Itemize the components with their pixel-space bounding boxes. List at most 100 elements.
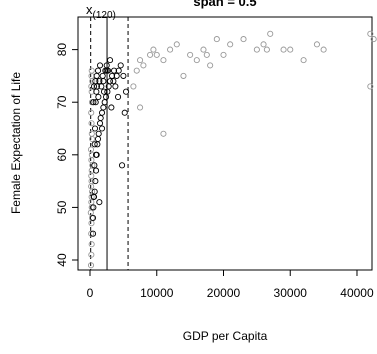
point xyxy=(300,57,307,64)
point xyxy=(207,62,214,69)
point xyxy=(153,51,160,58)
point xyxy=(367,83,374,90)
point xyxy=(130,83,137,90)
annotation-text: x xyxy=(86,2,93,17)
point xyxy=(88,109,95,116)
point xyxy=(137,57,144,64)
point xyxy=(137,104,144,111)
point xyxy=(99,72,106,79)
point xyxy=(88,172,95,179)
point xyxy=(97,114,104,122)
point xyxy=(112,83,119,90)
point xyxy=(88,230,95,237)
point xyxy=(93,83,101,90)
plot-box xyxy=(77,16,373,271)
y-tick-label: 80 xyxy=(55,43,69,57)
point xyxy=(140,62,147,69)
point xyxy=(89,214,97,221)
point xyxy=(320,46,327,53)
point xyxy=(113,72,120,79)
point xyxy=(94,135,102,143)
x-axis-label: GDP per Capita xyxy=(183,329,268,343)
point xyxy=(213,36,220,43)
point xyxy=(180,72,187,79)
y-tick-label: 70 xyxy=(55,95,69,109)
point xyxy=(147,51,154,58)
chart-title: span = 0.5 xyxy=(193,0,256,9)
point xyxy=(98,125,106,132)
point xyxy=(367,30,374,37)
point xyxy=(96,62,104,69)
point xyxy=(263,46,270,53)
annotation: x(120) xyxy=(86,2,116,21)
point xyxy=(91,162,98,169)
y-tick-label: 60 xyxy=(55,148,69,162)
x-tick-label: 20000 xyxy=(207,286,241,300)
point xyxy=(253,46,260,53)
point xyxy=(91,141,98,148)
point xyxy=(98,83,105,90)
point xyxy=(117,62,124,69)
point xyxy=(95,130,102,137)
x-tick-label: 40000 xyxy=(340,286,374,300)
y-axis-label: Female Expectation of Life xyxy=(9,72,23,214)
point xyxy=(260,41,267,48)
point xyxy=(88,199,95,206)
point xyxy=(106,78,114,85)
point xyxy=(88,130,95,137)
point xyxy=(91,125,99,132)
point xyxy=(200,46,207,53)
point xyxy=(87,262,95,269)
y-tick-label: 50 xyxy=(55,200,69,214)
y-tick-label: 40 xyxy=(55,253,69,267)
point xyxy=(88,251,95,258)
point xyxy=(95,93,102,101)
point xyxy=(102,93,110,101)
point xyxy=(108,104,115,111)
point xyxy=(88,67,95,74)
point xyxy=(118,162,126,169)
point xyxy=(90,193,97,200)
point xyxy=(287,46,294,53)
x-tick-label: 30000 xyxy=(274,286,308,300)
point xyxy=(370,36,377,43)
point xyxy=(160,130,167,137)
point xyxy=(150,46,157,53)
point xyxy=(87,146,95,153)
point xyxy=(100,88,108,95)
x-tick-label: 10000 xyxy=(140,286,174,300)
point xyxy=(110,78,117,85)
point xyxy=(92,178,99,185)
point xyxy=(103,67,110,74)
point xyxy=(98,109,106,116)
point xyxy=(115,67,122,74)
point xyxy=(101,99,108,106)
point xyxy=(167,46,174,53)
point xyxy=(227,41,234,48)
point xyxy=(100,104,107,111)
point xyxy=(173,41,180,48)
point xyxy=(106,57,114,64)
point xyxy=(93,72,100,79)
point xyxy=(203,51,210,58)
annotation-subscript: (120) xyxy=(93,10,116,21)
point xyxy=(110,67,118,74)
point xyxy=(90,204,97,211)
point xyxy=(92,99,99,106)
point xyxy=(90,99,97,106)
point xyxy=(187,51,194,58)
point xyxy=(88,120,95,127)
point xyxy=(100,78,107,85)
point xyxy=(114,93,122,101)
point xyxy=(133,67,140,74)
point xyxy=(313,41,320,48)
x-tick-label: 0 xyxy=(87,286,94,300)
point xyxy=(92,151,100,158)
point xyxy=(94,67,102,74)
point xyxy=(88,72,95,79)
point xyxy=(240,36,247,43)
point xyxy=(121,109,128,116)
point xyxy=(88,220,95,227)
point xyxy=(220,51,227,58)
